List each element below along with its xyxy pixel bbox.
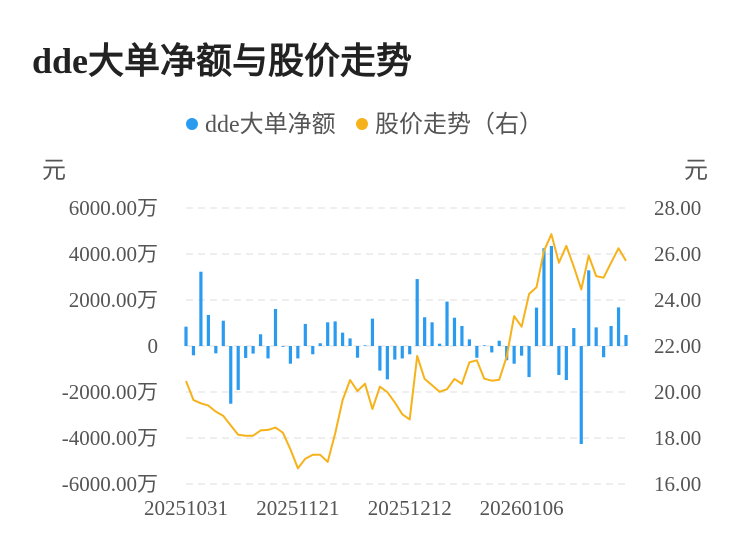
- bar[interactable]: [527, 346, 531, 378]
- legend-marker-dde: [186, 118, 198, 130]
- bar[interactable]: [251, 346, 255, 354]
- bar[interactable]: [199, 271, 203, 346]
- bar[interactable]: [266, 346, 270, 359]
- bar[interactable]: [229, 346, 233, 404]
- bar[interactable]: [348, 338, 352, 346]
- x-tick-label: 20251031: [144, 496, 228, 520]
- bar[interactable]: [318, 343, 322, 346]
- bar[interactable]: [341, 332, 345, 346]
- bar[interactable]: [475, 346, 479, 358]
- left-tick-label: 2000.00万: [69, 288, 158, 312]
- right-axis-unit: 元: [684, 158, 708, 184]
- bar[interactable]: [542, 248, 546, 346]
- bar[interactable]: [609, 325, 613, 346]
- bar[interactable]: [385, 346, 389, 380]
- left-axis-unit: 元: [42, 158, 66, 184]
- bar[interactable]: [616, 307, 621, 346]
- bar[interactable]: [333, 321, 337, 346]
- right-tick-label: 28.00: [654, 196, 701, 220]
- right-tick-label: 18.00: [654, 426, 701, 450]
- legend-label-dde[interactable]: dde大单净额: [205, 111, 336, 138]
- x-tick-label: 20251212: [368, 496, 452, 520]
- bar[interactable]: [214, 346, 218, 354]
- bar[interactable]: [311, 346, 315, 355]
- left-tick-label: 6000.00万: [69, 196, 158, 220]
- x-tick-label: 20260106: [480, 496, 564, 520]
- bar[interactable]: [355, 346, 360, 358]
- bar-series: [184, 245, 628, 444]
- bar[interactable]: [363, 345, 367, 347]
- bar[interactable]: [594, 327, 598, 346]
- left-tick-label: 4000.00万: [69, 242, 158, 266]
- bar[interactable]: [482, 345, 486, 347]
- bar[interactable]: [221, 320, 225, 346]
- bar[interactable]: [393, 346, 397, 360]
- bar[interactable]: [370, 318, 375, 346]
- bar[interactable]: [296, 346, 300, 359]
- bar[interactable]: [378, 346, 382, 371]
- bar[interactable]: [564, 346, 568, 381]
- bar[interactable]: [191, 346, 196, 356]
- bar[interactable]: [408, 346, 412, 355]
- legend-label-price[interactable]: 股价走势（右）: [375, 111, 543, 138]
- bar[interactable]: [437, 343, 442, 346]
- bar[interactable]: [184, 326, 188, 346]
- right-tick-label: 20.00: [654, 380, 701, 404]
- bar[interactable]: [400, 346, 404, 359]
- left-tick-label: -6000.00万: [62, 472, 158, 496]
- left-tick-label: 0: [148, 334, 159, 358]
- right-axis-ticks: 28.00 26.00 24.00 22.00 20.00 18.00 16.00: [654, 196, 701, 496]
- bar[interactable]: [206, 314, 210, 346]
- legend-marker-price: [356, 118, 368, 130]
- bar[interactable]: [602, 346, 606, 358]
- bar[interactable]: [579, 346, 583, 444]
- bar[interactable]: [445, 301, 449, 346]
- bar[interactable]: [519, 346, 524, 356]
- bar[interactable]: [236, 346, 240, 390]
- x-axis-ticks: 20251031 20251121 20251212 20260106: [144, 496, 564, 520]
- left-tick-label: -4000.00万: [62, 426, 158, 450]
- bar[interactable]: [273, 308, 278, 346]
- left-tick-label: -2000.00万: [62, 380, 158, 404]
- bar[interactable]: [430, 322, 434, 346]
- right-tick-label: 16.00: [654, 472, 701, 496]
- left-axis-ticks: 6000.00万 4000.00万 2000.00万 0 -2000.00万 -4000.…: [62, 196, 158, 496]
- price-line[interactable]: [185, 233, 627, 470]
- bar[interactable]: [326, 322, 330, 346]
- right-tick-label: 22.00: [654, 334, 701, 358]
- bar[interactable]: [460, 325, 464, 346]
- right-tick-label: 24.00: [654, 288, 701, 312]
- bar[interactable]: [624, 334, 628, 346]
- bar[interactable]: [557, 346, 561, 375]
- bar[interactable]: [415, 279, 419, 346]
- bar[interactable]: [423, 317, 427, 346]
- x-tick-label: 20251121: [256, 496, 339, 520]
- bar[interactable]: [572, 328, 576, 346]
- bar[interactable]: [452, 317, 457, 346]
- bar[interactable]: [244, 346, 248, 358]
- right-tick-label: 26.00: [654, 242, 701, 266]
- bar[interactable]: [258, 334, 263, 346]
- bar[interactable]: [549, 245, 554, 346]
- bar[interactable]: [467, 339, 471, 346]
- bar[interactable]: [534, 307, 539, 346]
- bar[interactable]: [281, 346, 285, 347]
- bar[interactable]: [288, 346, 293, 364]
- bar[interactable]: [497, 340, 501, 346]
- legend: dde大单净额 股价走势（右）: [186, 111, 543, 138]
- bar[interactable]: [303, 323, 307, 346]
- bar[interactable]: [490, 346, 494, 353]
- bar[interactable]: [587, 270, 591, 346]
- chart-title: dde大单净额与股价走势: [32, 41, 413, 81]
- bar[interactable]: [512, 346, 516, 364]
- line-series: [185, 233, 627, 470]
